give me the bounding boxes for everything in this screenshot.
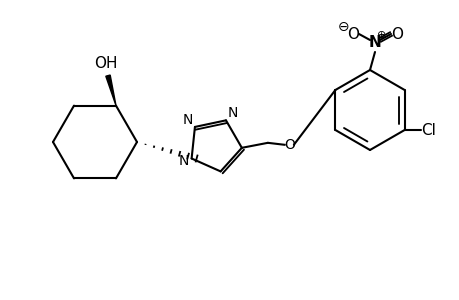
Text: Cl: Cl <box>420 122 435 137</box>
Text: ⊖: ⊖ <box>337 20 349 34</box>
Text: OH: OH <box>94 56 118 71</box>
Text: N: N <box>227 106 238 120</box>
Text: O: O <box>346 26 358 41</box>
Text: N: N <box>182 113 193 127</box>
Polygon shape <box>106 75 116 106</box>
Text: O: O <box>390 26 402 41</box>
Text: N: N <box>178 154 188 167</box>
Text: N: N <box>368 34 381 50</box>
Text: O: O <box>284 138 295 152</box>
Text: ⊕: ⊕ <box>376 30 386 40</box>
